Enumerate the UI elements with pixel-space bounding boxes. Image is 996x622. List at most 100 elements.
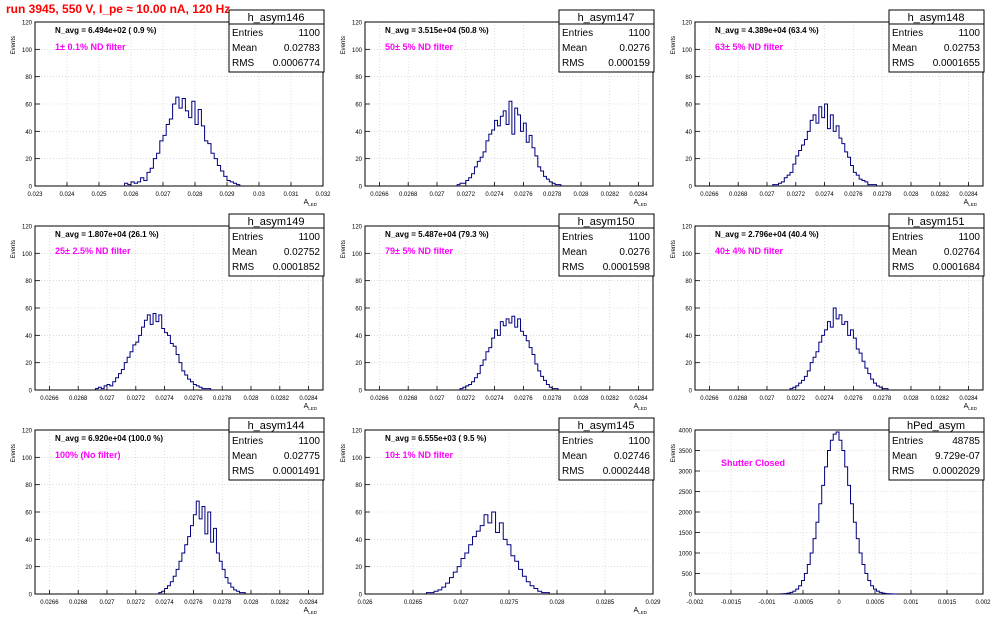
x-tick-label: 0.0268 [399, 396, 418, 402]
stats-label: RMS [232, 466, 255, 477]
x-tick-label: 0.0276 [844, 396, 863, 402]
x-tick-label: 0.0272 [457, 396, 476, 402]
y-tick-label: 100 [352, 252, 363, 258]
y-tick-label: 500 [682, 572, 693, 578]
y-tick-label: 40 [355, 538, 362, 544]
x-tick-label: 0.028 [187, 192, 203, 198]
histogram-name: h_asym146 [248, 12, 305, 24]
filter-label: 50± 5% ND filter [385, 42, 453, 52]
stats-label: Entries [892, 28, 923, 39]
y-tick-label: 120 [682, 21, 693, 27]
x-tick-label: 0.0266 [40, 600, 59, 606]
x-tick-label: 0.0285 [596, 600, 615, 606]
stats-value: 1100 [298, 436, 320, 447]
histogram-name: h_asym144 [248, 420, 305, 432]
y-tick-label: 60 [355, 103, 362, 109]
x-tick-label: 0.0275 [500, 600, 519, 606]
x-tick-label: 0 [837, 600, 841, 606]
x-tick-label: 0.0274 [485, 192, 504, 198]
x-axis-label: ALED [634, 199, 648, 207]
x-tick-label: 0.0276 [514, 192, 533, 198]
x-tick-label: 0.0284 [629, 396, 648, 402]
histogram-name: h_asym151 [908, 216, 965, 228]
y-tick-label: 100 [352, 48, 363, 54]
filter-label: Shutter Closed [721, 458, 785, 468]
y-tick-label: 40 [25, 130, 32, 136]
y-tick-label: 80 [355, 75, 362, 81]
x-tick-label: 0.0282 [601, 396, 620, 402]
stats-value: 0.0276 [619, 43, 650, 54]
x-tick-label: 0.03 [253, 192, 265, 198]
stats-label: RMS [892, 58, 915, 69]
y-tick-label: 80 [355, 279, 362, 285]
y-tick-label: 20 [25, 361, 32, 367]
x-tick-label: 0.0272 [787, 396, 806, 402]
y-tick-label: 20 [355, 157, 362, 163]
x-tick-label: 0.0266 [370, 192, 389, 198]
x-tick-label: 0.0284 [959, 192, 978, 198]
x-tick-label: 0.028 [573, 396, 589, 402]
y-tick-label: 4000 [679, 429, 693, 435]
y-tick-label: 20 [25, 157, 32, 163]
x-tick-label: -0.002 [686, 600, 704, 606]
histogram-panel-h_asym149: 0.0266 0.0268 0.027 0.0272 0.0274 0.0276 0.027… [11, 213, 325, 411]
y-tick-label: 120 [352, 429, 363, 435]
x-axis-label: ALED [304, 607, 318, 615]
histogram-name: h_asym148 [908, 12, 965, 24]
stats-label: Entries [892, 232, 923, 243]
stats-label: Entries [562, 28, 593, 39]
x-tick-label: 0.0274 [155, 396, 174, 402]
x-tick-label: 0.0266 [370, 396, 389, 402]
stats-value: 0.02783 [284, 43, 321, 54]
x-tick-label: 0.0276 [514, 396, 533, 402]
y-tick-label: 0 [359, 593, 363, 599]
y-tick-label: 60 [25, 307, 32, 313]
y-tick-label: 80 [355, 483, 362, 489]
y-tick-label: 60 [25, 103, 32, 109]
stats-value: 0.02746 [614, 451, 651, 462]
y-tick-label: 20 [25, 565, 32, 571]
y-axis-label: Events [11, 36, 17, 54]
y-tick-label: 60 [355, 511, 362, 517]
x-tick-label: 0.0278 [213, 396, 232, 402]
stats-box [558, 9, 655, 73]
stats-box [558, 417, 655, 481]
x-tick-label: 0.0272 [787, 192, 806, 198]
x-tick-label: -0.0005 [793, 600, 814, 606]
y-tick-label: 100 [682, 48, 693, 54]
x-tick-label: 0.0266 [700, 396, 719, 402]
x-tick-label: 0.001 [903, 600, 919, 606]
stats-value: 0.02753 [944, 43, 981, 54]
stats-label: Entries [892, 436, 923, 447]
x-tick-label: 0.0272 [457, 192, 476, 198]
stats-value: 0.0001655 [933, 58, 981, 69]
histogram-name: h_asym147 [578, 12, 635, 24]
x-tick-label: 0.027 [759, 396, 775, 402]
x-tick-label: 0.027 [99, 396, 115, 402]
y-tick-label: 40 [25, 334, 32, 340]
x-tick-label: 0.0282 [601, 192, 620, 198]
y-tick-label: 80 [25, 75, 32, 81]
stats-value: 0.0001684 [933, 262, 981, 273]
stats-label: RMS [892, 466, 915, 477]
stats-value: 1100 [958, 232, 980, 243]
stats-label: Mean [892, 43, 917, 54]
stats-box [888, 213, 985, 277]
histogram-panel-h_asym151: 0.0266 0.0268 0.027 0.0272 0.0274 0.0276 0.027… [671, 213, 985, 411]
filter-label: 63± 5% ND filter [715, 42, 783, 52]
x-axis-label: ALED [304, 199, 318, 207]
y-tick-label: 120 [352, 21, 363, 27]
stats-value: 48785 [952, 436, 980, 447]
x-tick-label: 0.0268 [69, 396, 88, 402]
stats-label: Entries [232, 436, 263, 447]
n-avg-label: N_avg = 3.515e+04 (50.8 %) [385, 26, 489, 35]
stats-label: Mean [562, 247, 587, 258]
y-tick-label: 60 [25, 511, 32, 517]
x-tick-label: 0.0282 [271, 600, 290, 606]
x-tick-label: 0.0005 [866, 600, 885, 606]
stats-value: 0.0002448 [603, 466, 651, 477]
x-tick-label: 0.0276 [844, 192, 863, 198]
filter-label: 10± 1% ND filter [385, 450, 453, 460]
stats-label: Mean [562, 43, 587, 54]
